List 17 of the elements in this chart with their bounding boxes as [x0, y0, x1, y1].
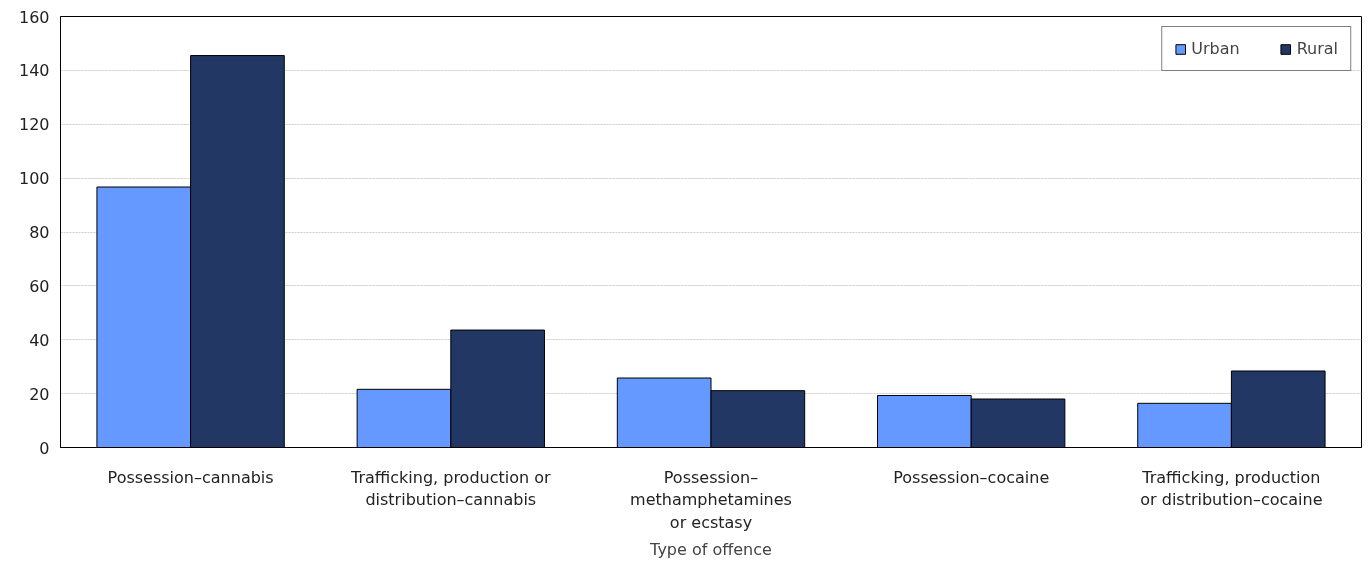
x-axis-title: Type of offence — [649, 540, 772, 560]
y-tick-label: 20 — [29, 384, 50, 404]
y-tick-label: 100 — [18, 169, 50, 189]
y-tick-label: 60 — [29, 276, 50, 296]
x-tick-label: Possession– methamphetamines or ecstasy — [630, 467, 792, 533]
x-tick-label: Trafficking, production or distribution–cocaine — [1140, 467, 1323, 510]
y-tick-label: 40 — [29, 330, 50, 350]
y-tick-label: 140 — [18, 61, 50, 81]
y-tick-label: 0 — [39, 438, 50, 458]
y-tick-label: 160 — [18, 7, 50, 27]
y-tick-label: 120 — [18, 115, 50, 135]
legend-label: Rural — [1296, 39, 1338, 58]
x-tick-label: Possession–cocaine — [893, 467, 1050, 487]
legend-label: Urban — [1191, 39, 1240, 58]
x-tick-label: Possession–cannabis — [107, 467, 274, 487]
x-tick-label: Trafficking, production or distribution–cannabis — [349, 467, 552, 510]
y-tick-label: 80 — [29, 223, 50, 242]
